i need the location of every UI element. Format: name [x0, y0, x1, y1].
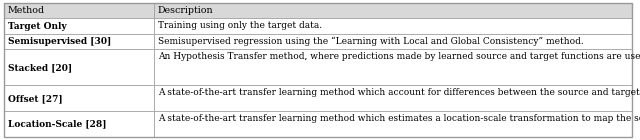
- Bar: [4, 3, 154, 18]
- Bar: [4, 49, 154, 85]
- Text: An Hypothesis Transfer method, where predictions made by learned source and targ: An Hypothesis Transfer method, where pre…: [158, 52, 640, 61]
- Bar: [154, 111, 632, 137]
- Bar: [154, 18, 632, 34]
- Text: Training using only the target data.: Training using only the target data.: [158, 21, 322, 30]
- Text: Description: Description: [158, 6, 214, 15]
- Bar: [4, 34, 154, 49]
- Bar: [4, 18, 154, 34]
- Bar: [4, 85, 154, 111]
- Bar: [154, 3, 632, 18]
- Bar: [154, 85, 632, 111]
- Text: Location-Scale [28]: Location-Scale [28]: [8, 120, 106, 129]
- Bar: [154, 34, 632, 49]
- Text: Stacked [20]: Stacked [20]: [8, 63, 72, 72]
- Text: Semisupervised [30]: Semisupervised [30]: [8, 37, 111, 46]
- Text: Offset [27]: Offset [27]: [8, 94, 63, 103]
- Text: Target Only: Target Only: [8, 22, 67, 31]
- Text: Method: Method: [8, 6, 45, 15]
- Text: Semisupervised regression using the “Learning with Local and Global Consistency”: Semisupervised regression using the “Lea…: [158, 36, 584, 46]
- Bar: [154, 49, 632, 85]
- Text: A state-of-the-art transfer learning method which estimates a location-scale tra: A state-of-the-art transfer learning met…: [158, 114, 640, 123]
- Text: A state-of-the-art transfer learning method which account for differences betwee: A state-of-the-art transfer learning met…: [158, 88, 640, 97]
- Bar: [4, 111, 154, 137]
